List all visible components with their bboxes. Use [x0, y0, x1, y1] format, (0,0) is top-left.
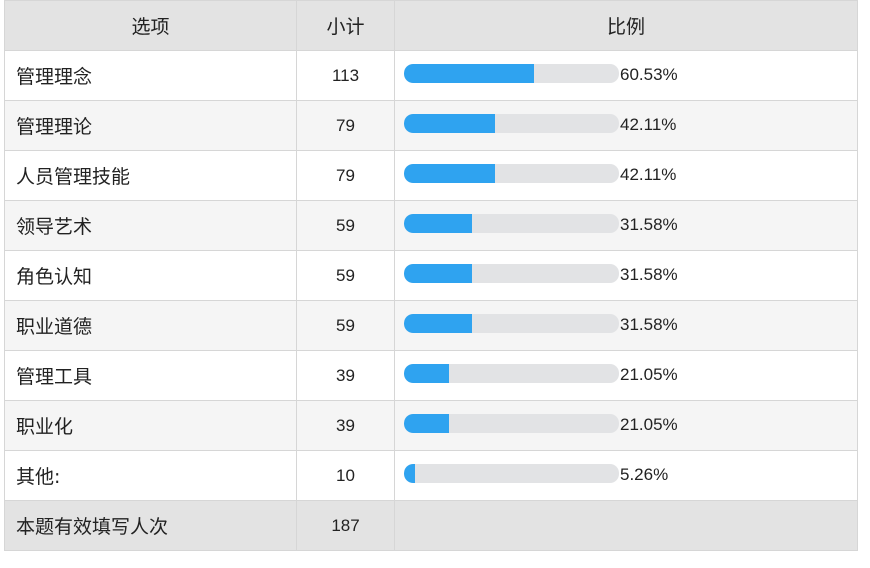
footer-row: 本题有效填写人次 187	[4, 500, 858, 551]
table-row: 人员管理技能 79 42.11%	[4, 150, 858, 201]
option-count: 79	[296, 150, 395, 201]
table-row: 管理理念 113 60.53%	[4, 50, 858, 101]
option-label: 管理工具	[4, 350, 297, 401]
option-ratio-cell: 31.58%	[394, 300, 858, 351]
table-row: 职业道德 59 31.58%	[4, 300, 858, 351]
table-row: 职业化 39 21.05%	[4, 400, 858, 451]
progress-bar-track	[404, 164, 619, 183]
progress-bar-track	[404, 114, 619, 133]
progress-bar-fill	[404, 364, 450, 383]
progress-bar-fill	[404, 64, 535, 83]
option-count: 113	[296, 50, 395, 101]
progress-bar-fill	[404, 264, 472, 283]
option-ratio-label: 42.11%	[620, 115, 677, 134]
option-ratio-label: 5.26%	[620, 465, 669, 484]
table-footer: 本题有效填写人次 187	[4, 500, 858, 551]
option-label: 其他:	[4, 450, 297, 501]
option-count: 59	[296, 250, 395, 301]
option-count: 59	[296, 200, 395, 251]
footer-label: 本题有效填写人次	[4, 500, 297, 551]
option-ratio-label: 31.58%	[620, 215, 678, 234]
progress-bar-fill	[404, 214, 472, 233]
progress-bar-track	[404, 314, 619, 333]
option-label: 角色认知	[4, 250, 297, 301]
header-row: 选项 小计 比例	[4, 0, 858, 51]
option-label: 领导艺术	[4, 200, 297, 251]
option-ratio-label: 31.58%	[620, 265, 678, 284]
option-ratio-label: 21.05%	[620, 415, 678, 434]
survey-results-table-wrapper: 选项 小计 比例 管理理念 113 60.53% 管理理论 79 42.11% 人员管理技能…	[4, 0, 858, 551]
table-row: 管理理论 79 42.11%	[4, 100, 858, 151]
progress-bar-track	[404, 264, 619, 283]
progress-bar-fill	[404, 114, 495, 133]
option-ratio-cell: 31.58%	[394, 250, 858, 301]
option-ratio-cell: 42.11%	[394, 100, 858, 151]
option-count: 10	[296, 450, 395, 501]
option-ratio-cell: 21.05%	[394, 350, 858, 401]
footer-count: 187	[296, 500, 395, 551]
footer-empty	[394, 500, 858, 551]
option-count: 59	[296, 300, 395, 351]
option-label: 职业化	[4, 400, 297, 451]
option-count: 39	[296, 400, 395, 451]
table-row: 其他: 10 5.26%	[4, 450, 858, 501]
option-ratio-cell: 31.58%	[394, 200, 858, 251]
progress-bar-track	[404, 364, 619, 383]
header-count: 小计	[296, 0, 395, 51]
option-count: 79	[296, 100, 395, 151]
option-label: 管理理论	[4, 100, 297, 151]
progress-bar-fill	[404, 464, 416, 483]
table-header: 选项 小计 比例	[4, 0, 858, 51]
progress-bar-fill	[404, 314, 472, 333]
survey-results-table: 选项 小计 比例 管理理念 113 60.53% 管理理论 79 42.11% 人员管理技能…	[4, 0, 858, 551]
option-ratio-cell: 42.11%	[394, 150, 858, 201]
option-label: 管理理念	[4, 50, 297, 101]
progress-bar-track	[404, 214, 619, 233]
progress-bar-track	[404, 464, 619, 483]
header-option: 选项	[4, 0, 297, 51]
progress-bar-fill	[404, 164, 495, 183]
table-row: 管理工具 39 21.05%	[4, 350, 858, 401]
option-ratio-label: 60.53%	[620, 65, 678, 84]
option-ratio-cell: 60.53%	[394, 50, 858, 101]
table-row: 角色认知 59 31.58%	[4, 250, 858, 301]
progress-bar-fill	[404, 414, 450, 433]
table-body: 管理理念 113 60.53% 管理理论 79 42.11% 人员管理技能 79 42.11% 领…	[4, 50, 858, 501]
option-ratio-label: 31.58%	[620, 315, 678, 334]
option-ratio-cell: 21.05%	[394, 400, 858, 451]
progress-bar-track	[404, 64, 619, 83]
header-ratio: 比例	[394, 0, 858, 51]
option-ratio-cell: 5.26%	[394, 450, 858, 501]
table-row: 领导艺术 59 31.58%	[4, 200, 858, 251]
option-ratio-label: 42.11%	[620, 165, 677, 184]
option-count: 39	[296, 350, 395, 401]
option-label: 职业道德	[4, 300, 297, 351]
option-ratio-label: 21.05%	[620, 365, 678, 384]
option-label: 人员管理技能	[4, 150, 297, 201]
progress-bar-track	[404, 414, 619, 433]
